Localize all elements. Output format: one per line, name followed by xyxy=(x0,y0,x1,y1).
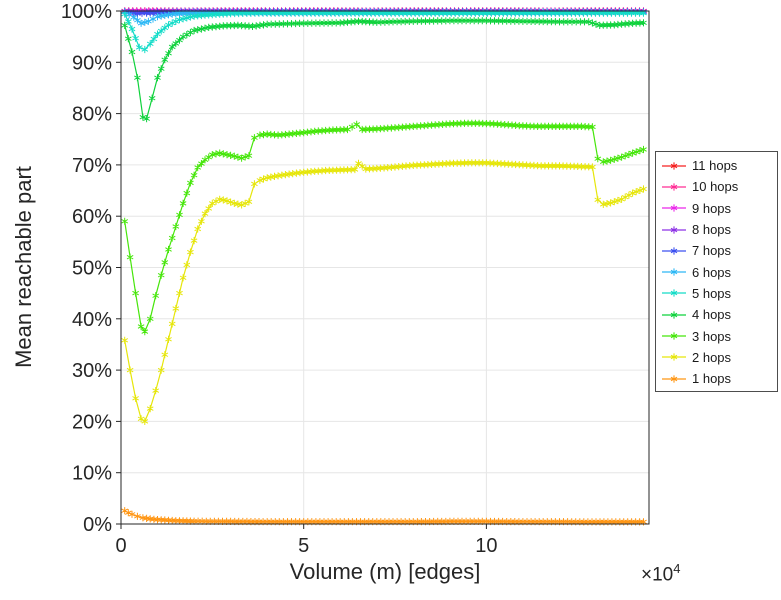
legend-marker-icon xyxy=(662,311,686,319)
legend-marker-icon xyxy=(662,375,686,383)
y-tick-label: 30% xyxy=(72,360,112,382)
legend-marker-icon xyxy=(662,268,686,276)
series-1-hops xyxy=(121,507,647,526)
legend-label: 10 hops xyxy=(692,179,739,195)
x-tick-label: 0 xyxy=(115,535,126,557)
x-axis-multiplier: ×104 xyxy=(641,561,680,586)
legend-marker-icon xyxy=(662,162,686,170)
y-tick-label: 20% xyxy=(72,411,112,433)
y-tick-label: 0% xyxy=(83,514,112,536)
x-axis-multiplier-exponent: 4 xyxy=(673,561,681,576)
y-tick-label: 60% xyxy=(72,206,112,228)
y-tick-label: 10% xyxy=(72,463,112,485)
legend-label: 11 hops xyxy=(692,158,738,174)
series-2-hops xyxy=(121,159,647,425)
legend-entry: 1 hops xyxy=(656,368,777,389)
y-tick-label: 70% xyxy=(72,155,112,177)
legend-marker-icon xyxy=(662,289,686,298)
legend-entry: 4 hops xyxy=(656,304,777,325)
x-tick-label: 5 xyxy=(298,535,309,557)
legend-entry: 7 hops xyxy=(656,240,777,261)
legend-entry: 8 hops xyxy=(656,219,777,240)
x-axis-label: Volume (m) [edges] xyxy=(289,559,481,584)
y-tick-label: 100% xyxy=(61,1,112,23)
legend-label: 2 hops xyxy=(692,349,732,365)
legend-marker-icon xyxy=(662,353,686,361)
legend-label: 1 hops xyxy=(692,371,732,387)
legend-entry: 5 hops xyxy=(656,283,777,304)
legend-entry: 3 hops xyxy=(656,325,777,346)
legend-marker-icon xyxy=(662,247,686,255)
legend-label: 9 hops xyxy=(692,200,732,216)
legend-entry: 2 hops xyxy=(656,347,777,368)
legend-label: 3 hops xyxy=(692,328,732,344)
series-5-hops xyxy=(121,9,647,54)
legend-marker-icon xyxy=(662,183,686,191)
x-tick-label: 10 xyxy=(475,535,497,557)
legend-label: 8 hops xyxy=(692,222,732,238)
legend-label: 5 hops xyxy=(692,285,732,301)
legend: 11 hops 10 hops 9 hops 8 hops 7 hops 6 hops 5 … xyxy=(655,151,778,393)
legend-entry: 9 hops xyxy=(656,198,777,219)
legend-label: 7 hops xyxy=(692,243,732,259)
legend-marker-icon xyxy=(662,332,686,340)
legend-label: 6 hops xyxy=(692,264,732,280)
series-3-hops xyxy=(121,119,647,336)
legend-entry: 11 hops xyxy=(656,155,777,176)
y-axis-label: Mean reachable part xyxy=(11,166,36,368)
legend-marker-icon xyxy=(662,225,686,234)
x-axis-multiplier-base: ×10 xyxy=(641,564,674,586)
y-tick-label: 40% xyxy=(72,309,112,331)
y-tick-label: 50% xyxy=(72,258,112,280)
series-4-hops xyxy=(121,17,647,123)
legend-marker-icon xyxy=(662,204,686,212)
legend-label: 4 hops xyxy=(692,307,732,323)
legend-entry: 6 hops xyxy=(656,261,777,282)
legend-entry: 10 hops xyxy=(656,176,777,197)
y-tick-label: 80% xyxy=(72,104,112,126)
y-tick-label: 90% xyxy=(72,52,112,74)
